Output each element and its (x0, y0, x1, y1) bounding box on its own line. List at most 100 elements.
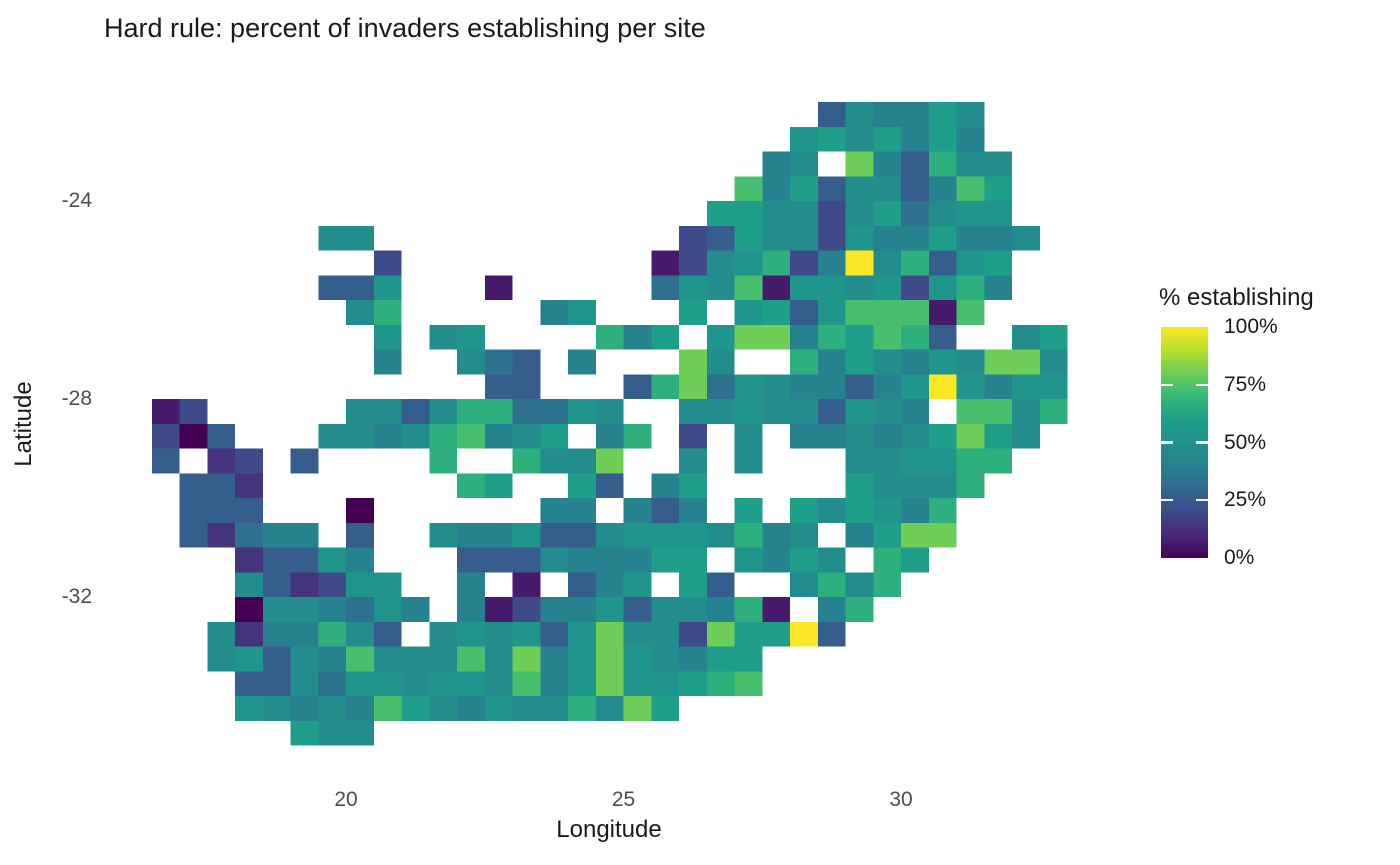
map-tile (984, 399, 1012, 424)
map-tile (651, 597, 679, 622)
map-tile (346, 671, 374, 696)
map-tile (429, 448, 457, 474)
map-tile (928, 176, 957, 201)
map-tile (956, 399, 985, 424)
map-tile (845, 151, 874, 177)
map-tile (790, 572, 818, 597)
map-tile (817, 423, 846, 449)
map-tile (568, 300, 596, 325)
map-tile (956, 151, 985, 177)
map-tile (457, 696, 485, 721)
map-tile (235, 572, 263, 597)
map-tile (568, 349, 596, 375)
map-tile (734, 399, 763, 424)
map-tile (845, 349, 874, 375)
map-tile (235, 671, 263, 696)
map-tile (901, 151, 929, 177)
map-tile (845, 572, 874, 597)
map-tile (207, 498, 235, 523)
legend-tick-label: 100% (1224, 315, 1278, 338)
map-tile (401, 696, 430, 721)
map-tile (484, 646, 513, 672)
map-tile (623, 671, 652, 696)
map-tile (734, 646, 763, 672)
map-tile (401, 423, 430, 449)
legend-title: % establishing (1159, 284, 1314, 311)
map-tile (151, 399, 180, 424)
map-tile (901, 225, 929, 251)
map-tile (873, 473, 901, 498)
map-tile (235, 621, 263, 647)
map-tile (179, 522, 208, 548)
map-tile (540, 597, 568, 622)
map-tile (845, 201, 874, 226)
map-tile (873, 374, 901, 399)
map-tile (984, 349, 1012, 375)
map-tile (318, 423, 346, 449)
map-tile (595, 522, 624, 548)
map-tile (373, 300, 402, 325)
map-tile (568, 572, 596, 597)
map-tile (457, 646, 485, 672)
map-tile (679, 399, 707, 424)
map-tile (346, 720, 374, 746)
map-tile (679, 374, 707, 399)
map-tile (623, 696, 652, 721)
map-tile (373, 646, 402, 672)
map-tile (817, 176, 846, 201)
map-tile (346, 572, 374, 597)
map-tile (484, 597, 513, 622)
map-tile (651, 547, 679, 573)
map-tile (928, 498, 957, 523)
map-tile (346, 597, 374, 622)
map-tile (679, 349, 707, 375)
map-tile (817, 225, 846, 251)
map-tile (595, 448, 624, 474)
map-tile (1012, 349, 1040, 375)
map-tile (984, 225, 1012, 251)
map-tile (873, 572, 901, 597)
map-tile (817, 201, 846, 226)
map-tile (568, 522, 596, 548)
map-tile (595, 572, 624, 597)
map-tile (984, 448, 1012, 474)
map-tile (512, 448, 541, 474)
map-tile (540, 399, 568, 424)
map-tile (706, 275, 735, 300)
map-tile (928, 250, 957, 276)
legend-tick (1161, 441, 1173, 444)
map-tile (873, 225, 901, 251)
map-tile (262, 646, 291, 672)
map-tile (623, 547, 652, 573)
map-tile (956, 250, 985, 276)
map-tile (179, 399, 208, 424)
map-tile (623, 498, 652, 523)
map-tile (512, 423, 541, 449)
map-tile (679, 448, 707, 474)
map-tile (901, 498, 929, 523)
map-tile (984, 151, 1012, 177)
map-tile (790, 324, 818, 350)
map-tile (928, 102, 957, 127)
map-tile (457, 621, 485, 647)
map-tile (706, 671, 735, 696)
map-tile (928, 349, 957, 375)
map-tile (790, 423, 818, 449)
map-tile (346, 547, 374, 573)
map-tile (679, 498, 707, 523)
x-tick-label: 30 (889, 788, 913, 811)
map-tile (1012, 399, 1040, 424)
map-tile (318, 547, 346, 573)
map-tile (318, 225, 346, 251)
y-tick-label: -32 (61, 585, 92, 608)
map-tile (706, 324, 735, 350)
map-tile (651, 498, 679, 523)
map-tile (568, 547, 596, 573)
map-tile (679, 646, 707, 672)
map-tile (457, 597, 485, 622)
map-tile (651, 275, 679, 300)
map-tile (790, 399, 818, 424)
map-tile (817, 300, 846, 325)
y-axis-title: Latitude (10, 381, 37, 467)
map-tile (817, 275, 846, 300)
